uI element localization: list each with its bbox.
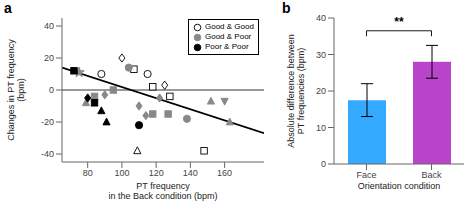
svg-text:80: 80 — [83, 168, 93, 178]
svg-text:120: 120 — [149, 168, 164, 178]
svg-text:10: 10 — [316, 123, 326, 133]
html-text:Absolute difference between PT: Absolute difference between PT frequenci… — [286, 34, 306, 148]
html-text:Changes in PT frequency (bpm): Changes in PT frequency (bpm) — [6, 39, 26, 141]
svg-text:140: 140 — [183, 168, 198, 178]
html-text:Orientation condition: Orientation condition — [357, 181, 441, 191]
svg-text:20: 20 — [316, 86, 326, 96]
svg-text:100: 100 — [114, 168, 129, 178]
svg-text:160: 160 — [217, 168, 232, 178]
svg-text:40: 40 — [44, 21, 54, 31]
svg-text:40: 40 — [316, 14, 326, 23]
svg-text:-40: -40 — [41, 149, 54, 159]
svg-text:20: 20 — [44, 53, 54, 63]
svg-text:0: 0 — [321, 159, 326, 169]
svg-text:0: 0 — [49, 85, 54, 95]
svg-text:**: ** — [394, 15, 404, 29]
html-text:Good & Good: Good & Good — [205, 22, 254, 31]
svg-text:Face: Face — [356, 170, 376, 180]
html-text:b: b — [282, 0, 291, 16]
html-text:Poor & Poor: Poor & Poor — [205, 42, 249, 51]
svg-text:-20: -20 — [41, 117, 54, 127]
html-text:PT frequency in the Back condi: PT frequency in the Back condition (bpm) — [108, 181, 218, 201]
svg-text:Back: Back — [421, 170, 442, 180]
html-text:Good & Poor: Good & Poor — [205, 32, 252, 41]
html-text:a: a — [4, 0, 12, 16]
svg-text:30: 30 — [316, 50, 326, 60]
